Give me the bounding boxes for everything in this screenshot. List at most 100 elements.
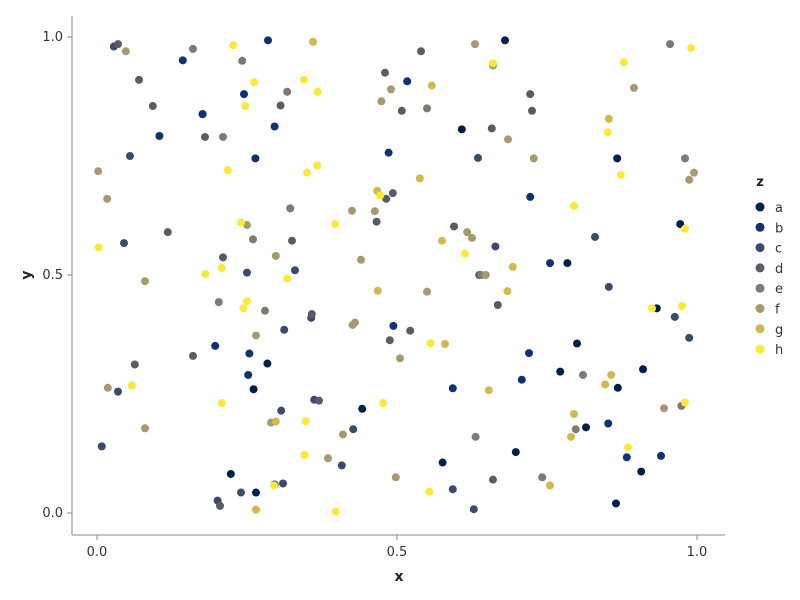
data-point-a bbox=[249, 385, 258, 394]
data-point-b bbox=[526, 192, 535, 201]
data-point-h bbox=[331, 220, 340, 229]
data-point-f bbox=[481, 271, 490, 279]
data-point-a bbox=[511, 448, 520, 457]
data-point-h bbox=[489, 59, 497, 68]
data-point-g bbox=[373, 286, 382, 295]
data-point-b bbox=[245, 349, 254, 358]
data-point-b bbox=[525, 349, 533, 358]
data-point-d bbox=[406, 326, 415, 335]
data-point-e bbox=[538, 473, 547, 482]
data-point-f bbox=[396, 354, 404, 363]
data-point-d bbox=[114, 40, 122, 49]
data-point-h bbox=[460, 249, 469, 258]
data-point-f bbox=[348, 206, 356, 215]
data-point-a bbox=[358, 404, 367, 413]
data-point-b bbox=[448, 384, 457, 393]
data-point-c bbox=[604, 282, 613, 291]
data-point-h bbox=[570, 201, 578, 210]
data-point-b bbox=[155, 132, 164, 141]
legend-label-h: h bbox=[775, 343, 783, 358]
data-point-f bbox=[357, 255, 365, 264]
data-point-c bbox=[120, 239, 128, 248]
data-point-h bbox=[243, 297, 251, 306]
data-point-f bbox=[690, 168, 698, 177]
data-point-h bbox=[250, 78, 259, 87]
data-point-f bbox=[471, 40, 479, 49]
legend-marker-f bbox=[755, 304, 765, 313]
data-point-a bbox=[582, 423, 590, 432]
data-point-c bbox=[279, 479, 287, 488]
legend-marker-c bbox=[755, 243, 765, 253]
data-point-g bbox=[438, 236, 446, 245]
data-point-c bbox=[337, 461, 346, 470]
data-point-h bbox=[687, 43, 695, 52]
data-point-d bbox=[130, 360, 139, 369]
data-point-d bbox=[493, 300, 502, 309]
data-point-d bbox=[489, 475, 497, 484]
axes: 0.0 0.5 1.0 0.0 0.5 1.0 bbox=[42, 16, 725, 560]
legend-title: z bbox=[756, 175, 764, 190]
data-point-b bbox=[384, 148, 393, 157]
data-point-h bbox=[241, 102, 250, 111]
data-point-f bbox=[141, 424, 149, 433]
data-point-h bbox=[313, 87, 322, 96]
y-axis-title: y bbox=[19, 270, 35, 279]
data-point-h bbox=[217, 399, 226, 408]
data-point-h bbox=[624, 443, 632, 452]
data-point-a bbox=[457, 125, 466, 134]
data-point-h bbox=[681, 398, 689, 407]
data-point-g bbox=[271, 417, 280, 426]
legend-marker-d bbox=[755, 263, 765, 273]
data-point-f bbox=[377, 97, 386, 106]
data-point-d bbox=[372, 217, 381, 226]
data-point-e bbox=[249, 235, 257, 244]
data-point-b bbox=[270, 122, 279, 131]
data-point-c bbox=[280, 325, 289, 334]
data-point-d bbox=[163, 228, 172, 237]
data-point-d bbox=[381, 68, 389, 77]
data-point-e bbox=[261, 306, 269, 315]
data-point-e bbox=[283, 87, 292, 96]
data-point-a bbox=[637, 467, 646, 476]
data-point-h bbox=[425, 487, 434, 496]
data-point-e bbox=[286, 204, 295, 213]
data-point-d bbox=[385, 336, 394, 345]
data-point-h bbox=[239, 304, 248, 313]
data-point-h bbox=[426, 339, 435, 348]
data-point-h bbox=[283, 274, 292, 283]
data-point-c bbox=[474, 153, 482, 162]
data-point-h bbox=[229, 41, 238, 50]
data-point-h bbox=[681, 224, 689, 233]
data-point-f bbox=[504, 135, 512, 144]
data-point-d bbox=[148, 102, 157, 111]
data-point-d bbox=[382, 194, 391, 203]
data-point-h bbox=[303, 168, 311, 177]
data-point-h bbox=[678, 301, 686, 310]
legend-label-b: b bbox=[775, 221, 783, 236]
data-point-a bbox=[612, 499, 620, 508]
data-point-e bbox=[681, 154, 689, 163]
data-point-d bbox=[487, 124, 496, 133]
data-point-b bbox=[389, 321, 398, 330]
data-point-h bbox=[313, 161, 322, 170]
data-point-f bbox=[252, 331, 260, 340]
data-point-c bbox=[277, 406, 286, 415]
data-point-g bbox=[570, 409, 578, 418]
data-point-f bbox=[103, 383, 112, 392]
data-point-h bbox=[603, 128, 612, 137]
data-point-c bbox=[448, 485, 457, 494]
data-point-g bbox=[309, 37, 317, 46]
data-point-g bbox=[508, 262, 517, 271]
x-tick-label: 0.5 bbox=[387, 545, 408, 560]
data-point-a bbox=[613, 383, 622, 392]
data-point-b bbox=[657, 451, 665, 460]
data-point-h bbox=[376, 191, 385, 200]
data-point-c bbox=[685, 333, 694, 342]
data-point-g bbox=[252, 505, 260, 514]
data-point-e bbox=[571, 425, 580, 434]
data-point-d bbox=[417, 47, 425, 56]
data-point-d bbox=[307, 310, 316, 319]
data-point-d bbox=[397, 106, 406, 115]
data-point-d bbox=[388, 189, 397, 198]
